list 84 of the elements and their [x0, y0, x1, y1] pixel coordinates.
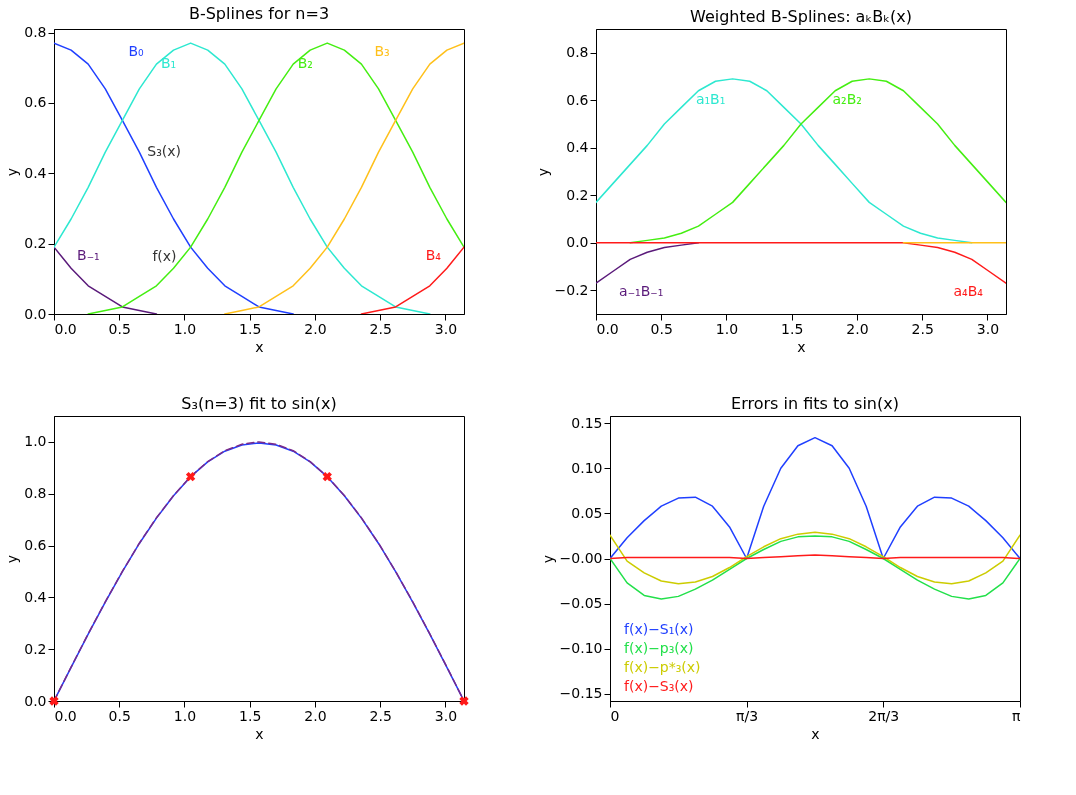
chart-title: Weighted B-Splines: aₖBₖ(x) [690, 7, 912, 26]
x-tick-label: 3.0 [434, 707, 458, 724]
y-tick-label: 0.15 [571, 414, 603, 431]
y-tick-label: 0.8 [24, 485, 47, 502]
text: f(x)−S₁(x) [624, 621, 694, 637]
y-tick-label: 0.4 [24, 588, 47, 605]
x-tick-label: 2.0 [304, 707, 327, 724]
line-series [54, 42, 294, 314]
y-tick-label: 0.4 [566, 139, 589, 156]
y-tick-label: −0.2 [554, 281, 589, 298]
x-tick-label: 0.0 [596, 320, 619, 337]
x-tick-label: 2.0 [846, 320, 869, 337]
x-tick-label: 2.0 [304, 320, 327, 337]
x-tick-label: π/3 [736, 707, 759, 724]
y-tick-label: 0.8 [566, 44, 589, 61]
y-tick-label: 0.6 [24, 94, 47, 111]
x-tick-label: 0.5 [108, 707, 131, 724]
line-series [224, 42, 464, 314]
x-tick-label: 1.0 [715, 320, 739, 337]
text: f(x)−S₃(x) [624, 678, 694, 694]
y-tick-label: 0.2 [24, 640, 47, 657]
x-tick-label: 1.5 [781, 320, 804, 337]
line-series [610, 531, 1020, 585]
y-tick-label: −0.10 [559, 640, 603, 657]
y-tick-label: 0.0 [566, 234, 589, 251]
y-axis-title: y [4, 167, 21, 177]
series-label: a₁B₁ [695, 90, 726, 107]
x-tick-label: π [1012, 707, 1022, 724]
text: f(x)−p₃(x) [624, 640, 694, 656]
chart-title: Errors in fits to sin(x) [731, 394, 899, 413]
y-tick-label: 0.0 [24, 305, 47, 322]
line-series [610, 436, 1020, 560]
x-tick-label: 0 [610, 707, 620, 724]
text: f(x)−p*₃(x) [624, 659, 701, 675]
line-series [360, 246, 464, 314]
series-label: B₋₁ [77, 247, 100, 264]
y-tick-label: 0.2 [24, 235, 47, 252]
x-tick-label: 2.5 [911, 320, 934, 337]
x-axis-title: x [811, 725, 820, 742]
x-tick-label: 1.0 [173, 707, 197, 724]
chart-title: B-Splines for n=3 [188, 3, 330, 23]
y-axis-title: y [534, 167, 551, 177]
y-tick-label: −0.15 [559, 685, 603, 702]
series-label: B₁ [161, 55, 177, 72]
y-tick-label: 0.6 [566, 91, 589, 108]
x-tick-label: 2.5 [369, 320, 392, 337]
x-tick-label: 3.0 [434, 320, 458, 337]
x-tick-label: 2π/3 [868, 707, 900, 724]
chart-title: S₃(n=3) fit to sin(x) [181, 394, 337, 413]
text: B₀ [128, 43, 144, 60]
x-tick-label: 2.5 [369, 707, 392, 724]
y-tick-label: −0.05 [559, 595, 603, 612]
y-axis-title: y [4, 554, 21, 564]
x-axis-title: x [255, 338, 264, 355]
x-tick-label: 1.5 [239, 320, 262, 337]
series-label: a₄B₄ [953, 283, 984, 300]
y-tick-label: 0.4 [24, 164, 47, 181]
x-tick-label: 0.0 [54, 320, 77, 337]
y-tick-label: 0.0 [24, 692, 47, 709]
y-tick-label: 0.2 [566, 186, 589, 203]
x-axis-title: x [797, 338, 806, 355]
x-axis-title: x [255, 725, 264, 742]
x-tick-label: 0.5 [650, 320, 673, 337]
y-tick-label: 0.05 [571, 504, 603, 521]
y-tick-label: 0.10 [571, 459, 603, 476]
annotation: f(x) [152, 248, 177, 264]
x-tick-label: 1.5 [239, 707, 262, 724]
x-tick-label: 1.0 [173, 320, 197, 337]
series-label: a₋₁B₋₁ [619, 283, 664, 300]
line-series [596, 242, 1006, 284]
x-tick-label: 0.5 [108, 320, 131, 337]
annotation: S₃(x) [147, 143, 182, 160]
series-label: a₂B₂ [832, 90, 862, 107]
y-tick-label: 1.0 [24, 433, 47, 450]
y-tick-label: 0.6 [24, 537, 47, 554]
x-tick-label: 3.0 [976, 320, 1000, 337]
y-axis-title: y [539, 554, 556, 564]
series-label: B₄ [425, 247, 442, 264]
line-series [610, 535, 1020, 600]
x-tick-label: 0.0 [54, 707, 77, 724]
text: B₃ [374, 43, 390, 60]
y-tick-label: 0.8 [24, 24, 47, 41]
y-tick-label: −0.00 [559, 550, 603, 566]
series-label: B₂ [297, 55, 313, 72]
